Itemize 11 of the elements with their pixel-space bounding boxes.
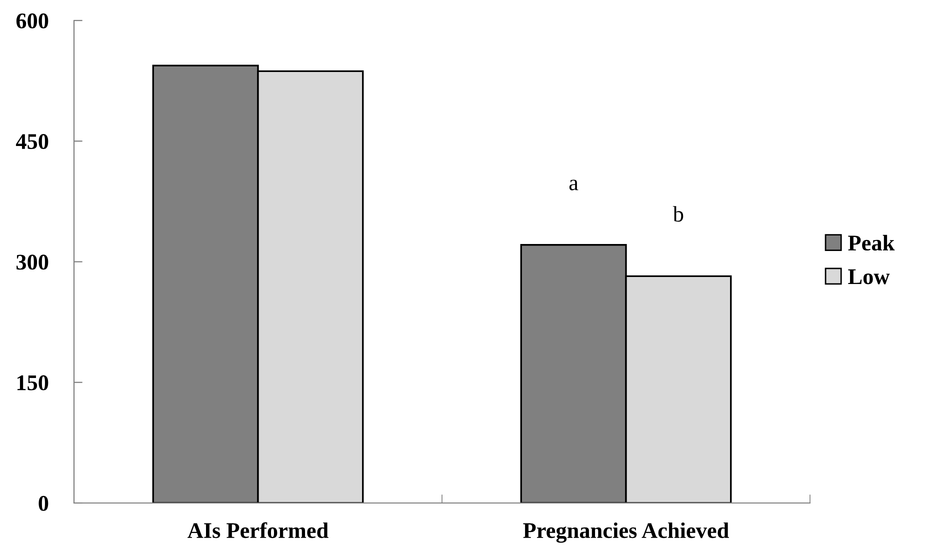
legend-label: Low <box>848 269 890 284</box>
annotation: a <box>569 180 578 190</box>
legend-label: Peak <box>848 234 895 251</box>
y-tick-label: 300 <box>16 254 48 270</box>
y-tick-label: 0 <box>38 496 48 511</box>
x-tick-label: AIs Performed <box>188 522 328 538</box>
y-tick-label: 450 <box>16 134 48 150</box>
x-tick-label: Pregnancies Achieved <box>523 522 729 543</box>
y-tick-label: 600 <box>16 13 48 28</box>
annotation: b <box>672 206 684 222</box>
y-tick-label: 150 <box>17 375 48 390</box>
